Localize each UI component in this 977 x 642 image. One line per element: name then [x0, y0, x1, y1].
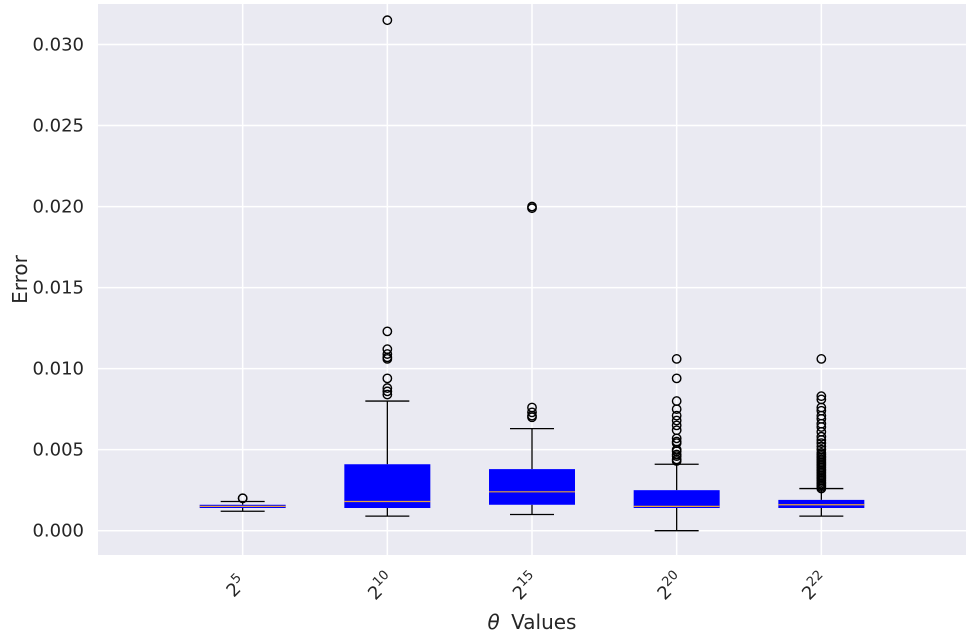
- box-group: [344, 400, 431, 517]
- x-axis-theta-symbol: θ: [488, 610, 500, 634]
- box-group: [199, 500, 286, 512]
- outlier-point: [671, 436, 682, 447]
- outlier-point: [816, 441, 827, 452]
- y-tick-label: 0.020: [32, 197, 84, 218]
- outlier-point: [671, 410, 682, 421]
- outlier-point: [671, 396, 682, 406]
- outliers: [237, 15, 827, 504]
- y-tick-label: 0.030: [32, 35, 84, 56]
- outlier-point: [382, 386, 393, 397]
- outlier-point: [382, 344, 393, 355]
- outlier-point: [816, 354, 827, 364]
- box-group: [778, 487, 865, 517]
- outlier-point: [527, 402, 537, 413]
- outlier-point: [816, 438, 827, 449]
- outlier-point: [671, 420, 682, 431]
- outlier-point: [671, 373, 682, 384]
- outlier-point: [671, 449, 682, 460]
- outlier-point: [816, 391, 827, 402]
- box: [778, 499, 865, 509]
- outlier-point: [382, 383, 393, 393]
- x-axis-title: θ Values: [488, 610, 577, 634]
- outlier-point: [527, 407, 537, 418]
- outlier-point: [816, 405, 827, 416]
- outlier-point: [527, 201, 537, 212]
- outlier-point: [382, 389, 393, 400]
- y-tick-label: 0.015: [32, 278, 84, 299]
- outlier-point: [816, 448, 827, 458]
- y-tick-label: 0.010: [32, 359, 84, 380]
- box: [489, 469, 575, 505]
- y-tick-label: 0.000: [32, 521, 84, 542]
- box: [633, 490, 720, 509]
- y-axis-title: Error: [8, 254, 32, 304]
- outlier-point: [382, 326, 393, 337]
- outlier-point: [237, 493, 248, 504]
- x-tick-label: 215: [507, 568, 544, 605]
- x-tick-label: 25: [220, 571, 251, 602]
- outlier-point: [671, 415, 682, 426]
- outlier-point: [671, 354, 682, 364]
- x-tick-label: 220: [651, 568, 688, 605]
- x-tick-labels: 25 210 215 220 222: [220, 568, 833, 605]
- y-tick-label: 0.005: [32, 440, 84, 461]
- x-axis-title-text: Values: [511, 610, 576, 634]
- outlier-point: [816, 444, 827, 455]
- x-tick-label: 222: [796, 568, 833, 605]
- outlier-point: [671, 425, 682, 436]
- y-tick-label: 0.025: [32, 116, 84, 137]
- x-tick-label: 210: [362, 568, 399, 605]
- box: [344, 464, 431, 509]
- box-group: [489, 427, 575, 516]
- outlier-point: [382, 373, 393, 384]
- outlier-point: [816, 394, 827, 405]
- outlier-point: [382, 349, 393, 359]
- outlier-point: [382, 15, 393, 26]
- outlier-point: [816, 431, 827, 442]
- y-tick-labels: 0.000 0.005 0.010 0.015 0.020 0.025 0.030: [32, 35, 84, 542]
